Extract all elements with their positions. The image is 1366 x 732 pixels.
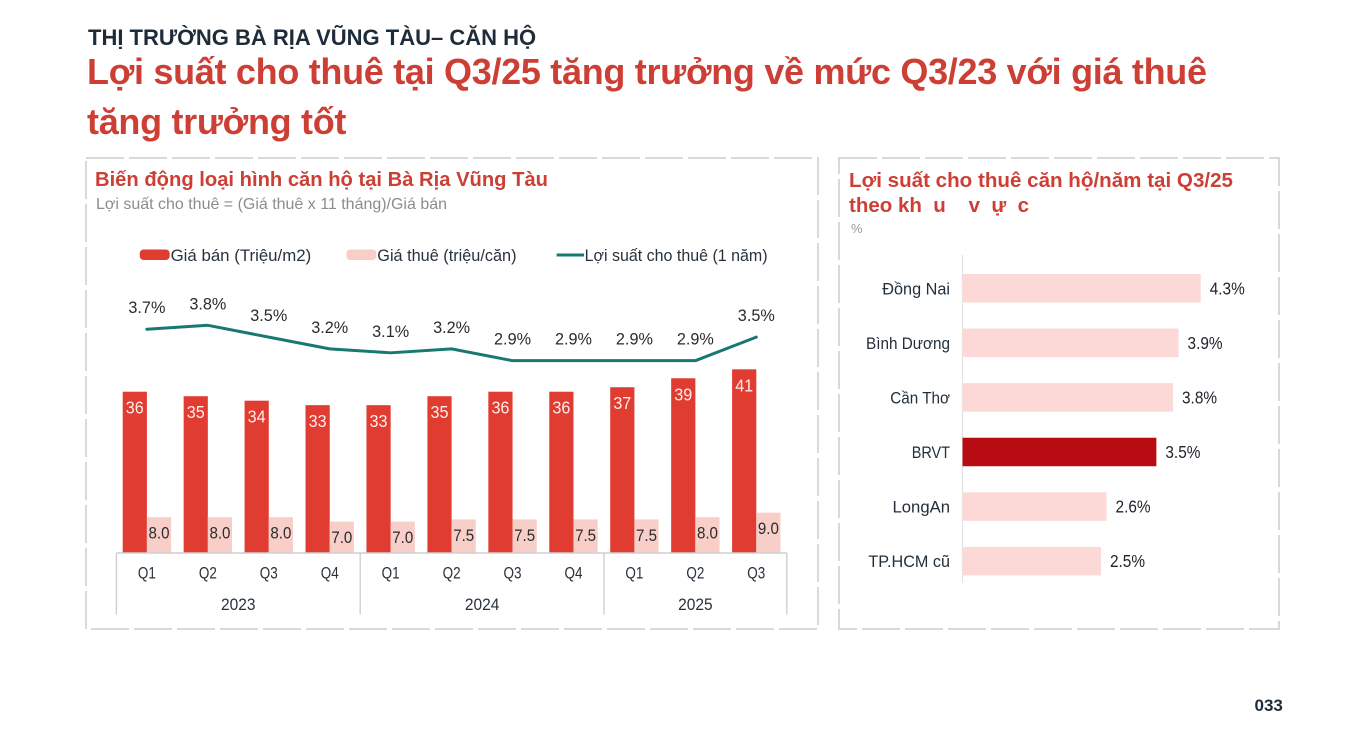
svg-text:4.3%: 4.3% <box>1210 278 1245 298</box>
svg-text:36: 36 <box>126 398 144 418</box>
svg-text:3.8%: 3.8% <box>1182 387 1217 407</box>
svg-text:2.9%: 2.9% <box>677 330 714 349</box>
svg-text:3.1%: 3.1% <box>372 322 409 341</box>
svg-text:2023: 2023 <box>221 595 256 614</box>
svg-text:033: 033 <box>1255 696 1283 715</box>
svg-text:8.0: 8.0 <box>270 524 291 543</box>
svg-text:Cần Thơ: Cần Thơ <box>890 388 950 407</box>
svg-text:7.5: 7.5 <box>636 526 657 545</box>
svg-text:35: 35 <box>431 402 449 422</box>
svg-text:7.0: 7.0 <box>331 528 352 547</box>
svg-text:Q1: Q1 <box>138 564 156 583</box>
svg-text:3.5%: 3.5% <box>1165 442 1200 462</box>
svg-text:Q2: Q2 <box>443 564 461 583</box>
svg-text:Q4: Q4 <box>321 564 339 583</box>
svg-text:3.2%: 3.2% <box>433 318 470 337</box>
svg-text:8.0: 8.0 <box>697 524 718 543</box>
svg-text:Q2: Q2 <box>686 564 704 583</box>
svg-text:3.5%: 3.5% <box>250 306 287 325</box>
svg-text:Đồng Nai: Đồng Nai <box>882 279 950 298</box>
svg-text:7.5: 7.5 <box>514 526 535 545</box>
svg-text:BRVT: BRVT <box>912 443 950 462</box>
svg-text:33: 33 <box>370 411 388 431</box>
svg-text:37: 37 <box>613 393 631 413</box>
svg-text:theo kh u v ự c: theo kh u v ự c <box>849 194 1029 217</box>
svg-text:3.5%: 3.5% <box>738 306 775 325</box>
svg-text:Q3: Q3 <box>260 564 278 583</box>
svg-text:3.2%: 3.2% <box>311 318 348 337</box>
svg-text:3.7%: 3.7% <box>128 298 165 317</box>
svg-text:36: 36 <box>491 398 509 418</box>
svg-text:34: 34 <box>248 407 266 427</box>
svg-text:7.5: 7.5 <box>575 526 596 545</box>
svg-text:7.0: 7.0 <box>392 528 413 547</box>
svg-text:2.9%: 2.9% <box>494 330 531 349</box>
svg-text:9.0: 9.0 <box>758 519 779 538</box>
svg-text:2025: 2025 <box>678 595 713 614</box>
svg-text:36: 36 <box>552 398 570 418</box>
svg-text:2.6%: 2.6% <box>1116 497 1151 517</box>
svg-text:3.8%: 3.8% <box>189 294 226 313</box>
svg-text:Q2: Q2 <box>199 564 217 583</box>
svg-text:2.9%: 2.9% <box>555 330 592 349</box>
svg-text:Lợi suất cho thuê = (Giá thuê: Lợi suất cho thuê = (Giá thuê x 11 tháng… <box>96 196 447 213</box>
svg-text:2.5%: 2.5% <box>1110 551 1145 571</box>
svg-text:Giá thuê (triệu/căn): Giá thuê (triệu/căn) <box>377 246 516 265</box>
svg-text:Q3: Q3 <box>504 564 522 583</box>
svg-text:2.9%: 2.9% <box>616 330 653 349</box>
svg-text:%: % <box>851 221 863 236</box>
svg-text:33: 33 <box>309 411 327 431</box>
svg-text:Q1: Q1 <box>625 564 643 583</box>
svg-text:Q1: Q1 <box>382 564 400 583</box>
svg-text:8.0: 8.0 <box>209 524 230 543</box>
svg-text:3.9%: 3.9% <box>1188 333 1223 353</box>
svg-text:Lợi suất cho thuê căn hộ/năm t: Lợi suất cho thuê căn hộ/năm tại Q3/25 <box>849 169 1233 192</box>
svg-text:Lợi suất cho thuê (1 năm): Lợi suất cho thuê (1 năm) <box>585 246 768 265</box>
svg-text:Bình Dương: Bình Dương <box>866 334 950 353</box>
svg-text:35: 35 <box>187 402 205 422</box>
svg-text:Q3: Q3 <box>747 564 765 583</box>
svg-text:41: 41 <box>735 375 753 395</box>
svg-text:7.5: 7.5 <box>453 526 474 545</box>
svg-text:2024: 2024 <box>465 595 500 614</box>
svg-text:Biến động loại hình căn hộ tại: Biến động loại hình căn hộ tại Bà Rịa Vũ… <box>95 169 548 191</box>
svg-text:Q4: Q4 <box>564 564 582 583</box>
svg-text:TP.HCM cũ: TP.HCM cũ <box>868 552 950 571</box>
svg-text:Giá bán (Triệu/m2): Giá bán (Triệu/m2) <box>171 246 312 265</box>
svg-text:39: 39 <box>674 384 692 404</box>
svg-text:LongAn: LongAn <box>893 498 951 517</box>
svg-text:8.0: 8.0 <box>149 524 170 543</box>
